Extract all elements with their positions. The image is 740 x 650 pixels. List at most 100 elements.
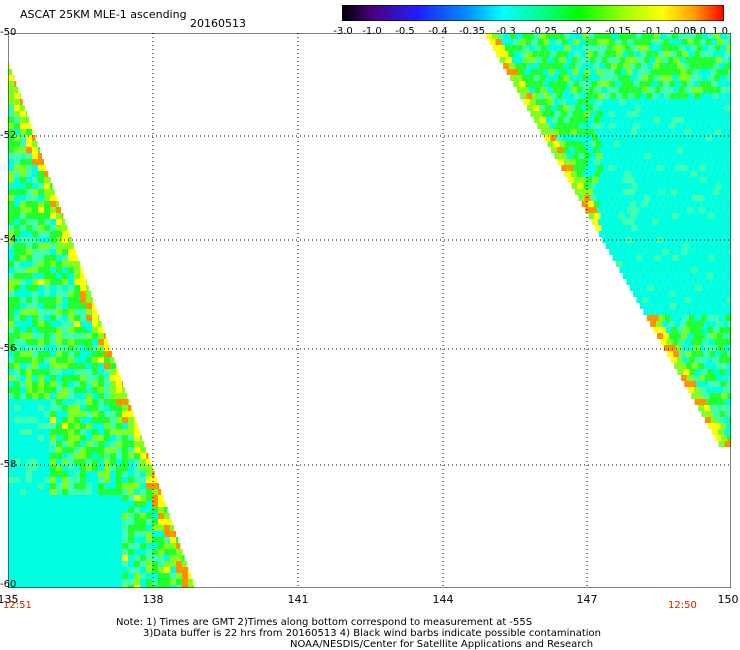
swath-cell	[612, 45, 619, 51]
swath-cell	[44, 573, 50, 579]
swath-cell	[626, 195, 633, 201]
swath-cell	[80, 381, 86, 387]
swath-cell	[86, 585, 92, 588]
swath-cell	[26, 417, 32, 423]
swath-cell	[116, 471, 122, 477]
swath-cell	[26, 549, 32, 555]
swath-cell	[86, 555, 92, 561]
swath-cell	[80, 297, 86, 303]
swath-cell	[636, 297, 643, 303]
swath-cell	[699, 123, 706, 129]
swath-cell	[62, 375, 68, 381]
swath-cell	[519, 81, 526, 87]
swath-cell	[110, 393, 116, 399]
swath-cell	[555, 123, 562, 129]
swath-cell	[617, 105, 624, 111]
swath-cell	[62, 513, 68, 519]
swath-cell	[611, 63, 618, 69]
swath-cell	[674, 195, 681, 201]
swath-cell	[50, 561, 56, 567]
swath-cell	[68, 489, 74, 495]
swath-cell	[541, 99, 548, 105]
swath-cell	[614, 195, 621, 201]
swath-cell	[605, 201, 612, 207]
swath-cell	[8, 405, 14, 411]
swath-cell	[570, 33, 576, 39]
swath-cell	[20, 309, 26, 315]
swath-cell	[535, 99, 542, 105]
swath-cell	[662, 279, 669, 285]
swath-cell	[647, 159, 654, 165]
swath-cell	[700, 147, 707, 153]
swath-cell	[92, 381, 98, 387]
swath-cell	[68, 261, 74, 267]
swath-cell	[134, 567, 140, 573]
swath-cell	[596, 69, 603, 75]
swath-cell	[26, 249, 32, 255]
swath-cell	[676, 93, 683, 99]
swath-cell	[50, 405, 56, 411]
swath-cell	[20, 261, 26, 267]
swath-cell	[68, 321, 74, 327]
swath-cell	[92, 375, 98, 381]
swath-cell	[621, 207, 628, 213]
swath-cell	[634, 135, 641, 141]
swath-cell	[122, 519, 128, 525]
swath-cell	[164, 531, 170, 537]
swath-cell	[152, 555, 158, 561]
swath-cell	[669, 291, 676, 297]
swath-cell	[38, 585, 44, 588]
swath-cell	[720, 87, 727, 93]
swath-cell	[642, 297, 649, 303]
swath-cell	[32, 561, 38, 567]
swath-cell	[62, 495, 68, 501]
swath-cell	[637, 225, 644, 231]
swath-cell	[658, 135, 665, 141]
swath-cell	[644, 111, 651, 117]
swath-cell	[32, 225, 38, 231]
swath-cell	[68, 339, 74, 345]
swath-cell	[627, 123, 634, 129]
swath-cell	[20, 495, 26, 501]
swath-cell	[557, 159, 564, 165]
colorbar-label: -0.35	[459, 26, 485, 37]
swath-cell	[128, 453, 134, 459]
swath-cell	[609, 249, 616, 255]
swath-cell	[56, 321, 62, 327]
swath-cell	[705, 333, 711, 339]
swath-cell	[68, 555, 74, 561]
swath-cell	[50, 363, 56, 369]
swath-cell	[158, 543, 164, 549]
swath-cell	[571, 99, 578, 105]
swath-cell	[14, 555, 20, 561]
swath-cell	[654, 255, 661, 261]
swath-cell	[122, 561, 128, 567]
swath-cell	[8, 507, 14, 513]
swath-cell	[14, 309, 20, 315]
swath-cell	[92, 453, 98, 459]
swath-cell	[20, 435, 26, 441]
swath-cell	[56, 429, 62, 435]
swath-cell	[80, 501, 86, 507]
swath-cell	[26, 489, 32, 495]
swath-cell	[32, 315, 38, 321]
swath-cell	[678, 213, 685, 219]
swath-cell	[62, 429, 68, 435]
swath-cell	[26, 291, 32, 297]
swath-cell	[694, 189, 701, 195]
swath-cell	[717, 429, 724, 435]
swath-cell	[714, 297, 721, 303]
swath-cell	[62, 501, 68, 507]
swath-cell	[92, 405, 98, 411]
swath-cell	[674, 153, 681, 159]
swath-cell	[676, 147, 683, 153]
swath-cell	[8, 369, 14, 375]
swath-cell	[728, 153, 731, 159]
swath-cell	[510, 33, 516, 39]
swath-cell	[705, 261, 712, 267]
swath-cell	[26, 165, 32, 171]
swath-cell	[86, 561, 92, 567]
swath-cell	[164, 579, 170, 585]
swath-cell	[619, 57, 626, 63]
swath-cell	[152, 477, 157, 483]
